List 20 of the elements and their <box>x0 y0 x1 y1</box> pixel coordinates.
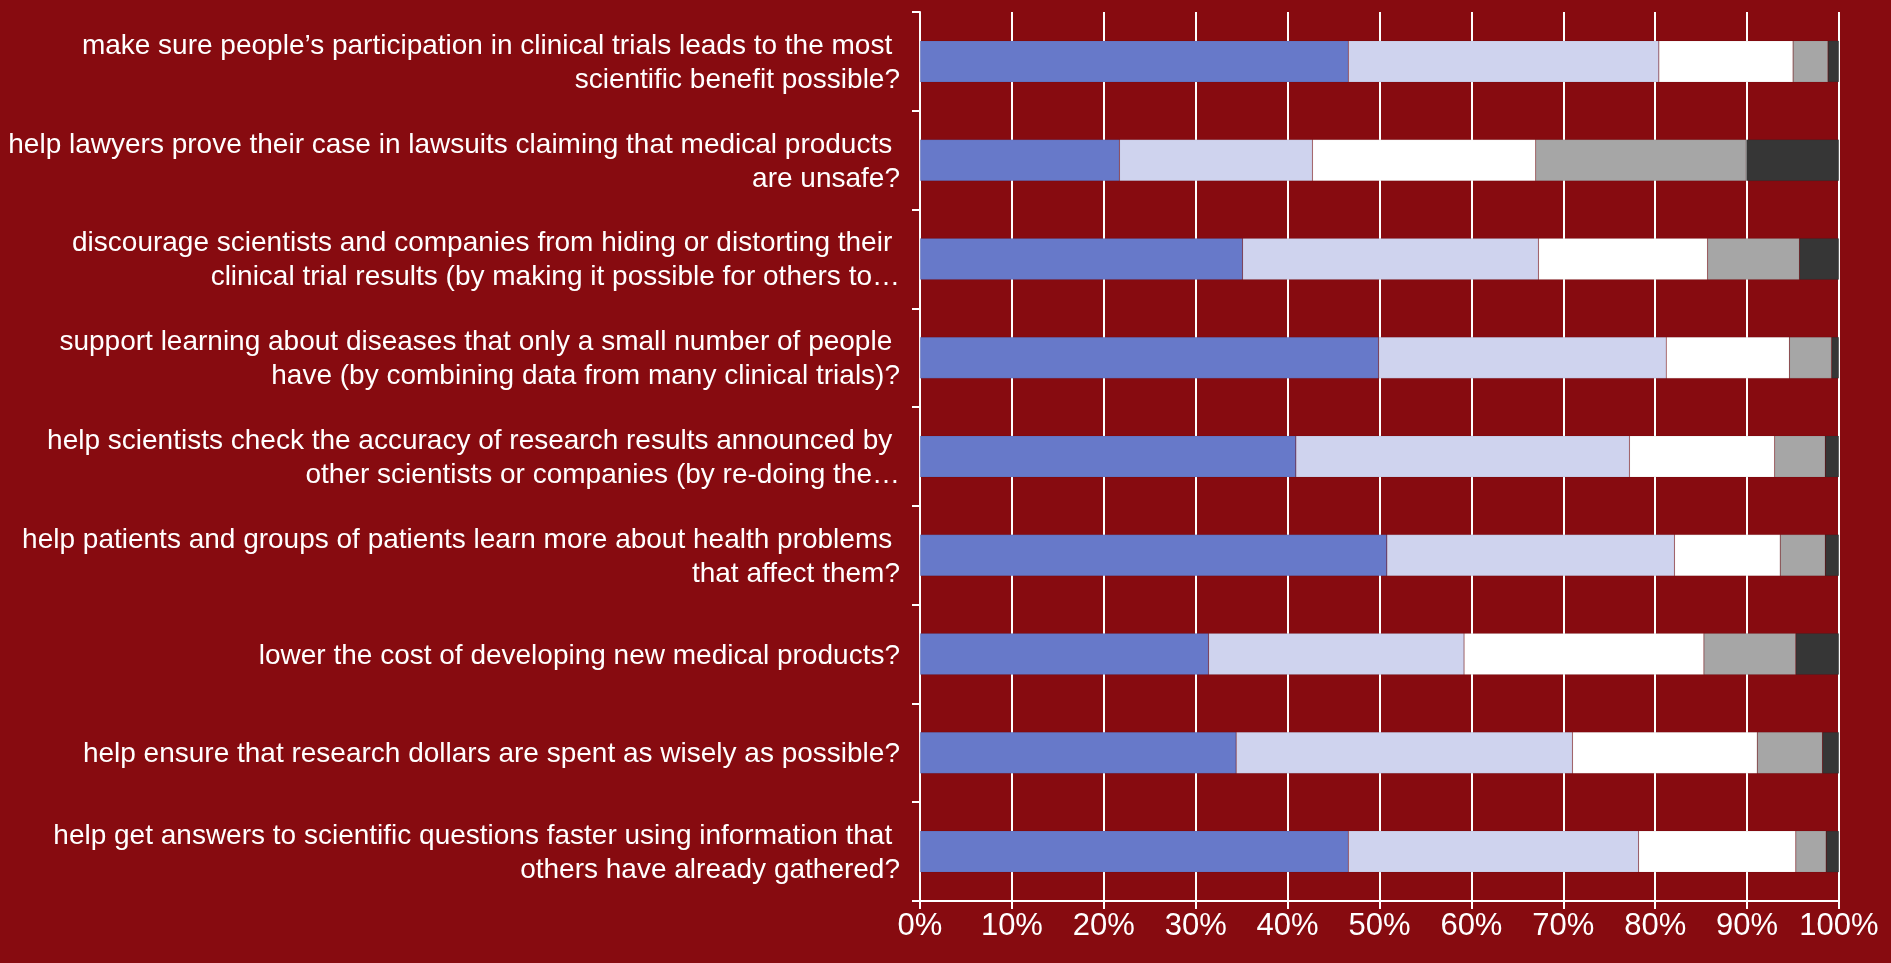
y-tick-label: help ensure that research dollars are spent as wisely as possible? <box>82 737 900 769</box>
y-tick-label: support learning about diseases that only a small number of people have (by combining data from many clinical trials)? <box>59 325 900 391</box>
x-tick-label: 90% <box>1716 907 1779 942</box>
x-tick-label: 20% <box>1072 907 1135 942</box>
x-tick-label: 70% <box>1532 907 1595 942</box>
y-tick-label: discourage scientists and companies from hiding or distorting their clinical trial results (by making it possible for others to… <box>72 226 900 292</box>
y-tick-label: lower the cost of developing new medical products? <box>258 638 900 670</box>
y-tick-label: help lawyers prove their case in lawsuits claiming that medical products are unsafe? <box>8 127 900 193</box>
y-tick-label: help patients and groups of patients learn more about health problems that affect them? <box>22 522 900 588</box>
y-tick-label: help scientists check the accuracy of research results announced by other scientists or companies (by re-doing the… <box>47 424 900 489</box>
y-tick-label: help get answers to scientific questions faster using information that others have already gathered? <box>53 819 900 885</box>
x-tick-label: 50% <box>1348 907 1411 942</box>
x-tick-label: 10% <box>980 907 1043 942</box>
x-tick-label: 0% <box>897 907 943 942</box>
x-tick-label: 100% <box>1799 907 1879 942</box>
x-tick-label: 30% <box>1164 907 1227 942</box>
x-tick-label: 80% <box>1624 907 1687 942</box>
x-tick-label: 60% <box>1440 907 1503 942</box>
y-tick-label: make sure people’s participation in clinical trials leads to the most scientific benefit possible? <box>81 28 900 94</box>
x-tick-label: 40% <box>1256 907 1319 942</box>
